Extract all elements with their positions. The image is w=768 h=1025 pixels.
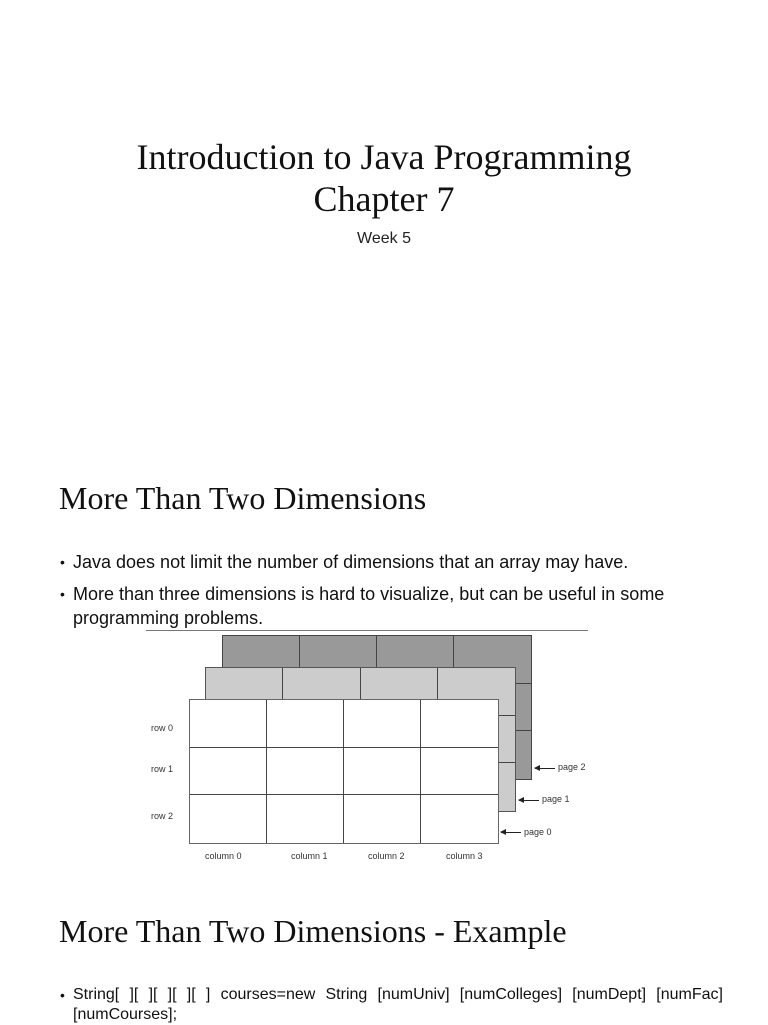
column-label: column 2	[368, 851, 405, 861]
row-label: row 2	[151, 811, 174, 821]
diagram-page-0	[189, 699, 499, 844]
slide-heading: More Than Two Dimensions	[59, 480, 427, 516]
bullet-item: More than three dimensions is hard to vi…	[60, 582, 710, 630]
arrow-left-icon	[518, 797, 539, 803]
page-label: page 1	[542, 794, 570, 804]
row-label: row 0	[151, 723, 174, 733]
arrow-left-icon	[500, 829, 521, 835]
slide-title-line-1: Introduction to Java Programming	[136, 137, 632, 177]
divider	[146, 630, 588, 631]
column-label: column 1	[291, 851, 328, 861]
bullet-item: Java does not limit the number of dimens…	[60, 550, 710, 574]
bullet-list: Java does not limit the number of dimens…	[60, 550, 710, 638]
slide-subtitle: Week 5	[357, 230, 411, 247]
page-label: page 2	[558, 762, 586, 772]
column-label: column 3	[446, 851, 483, 861]
slide-heading: More Than Two Dimensions - Example	[59, 913, 567, 949]
column-label: column 0	[205, 851, 242, 861]
arrow-left-icon	[534, 765, 555, 771]
page-label: page 0	[524, 827, 552, 837]
bullet-item: String[ ][ ][ ][ ][ ] courses=new String…	[60, 985, 723, 1025]
slide-title-line-2: Chapter 7	[313, 179, 455, 219]
row-label: row 1	[151, 764, 174, 774]
